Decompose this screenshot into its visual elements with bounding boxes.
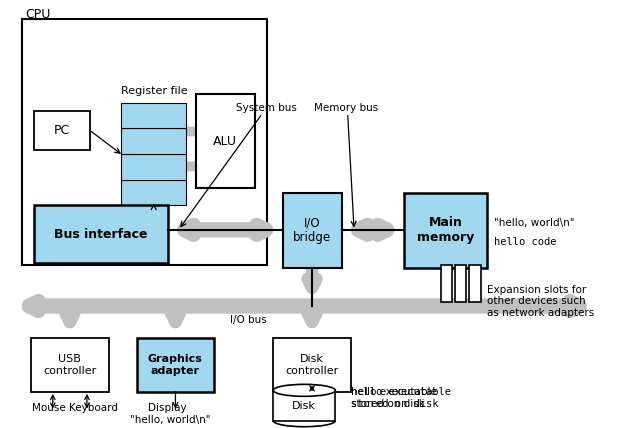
- Text: Main
memory: Main memory: [417, 216, 474, 244]
- Text: hello code: hello code: [494, 237, 556, 247]
- Text: Disk: Disk: [292, 401, 316, 410]
- Bar: [283, 193, 342, 268]
- Bar: [121, 154, 186, 180]
- Bar: [196, 94, 255, 188]
- Bar: [441, 265, 452, 302]
- Ellipse shape: [273, 384, 335, 396]
- Text: I/O
bridge: I/O bridge: [293, 216, 331, 244]
- Bar: [404, 193, 487, 268]
- Text: "hello, world\n": "hello, world\n": [494, 217, 574, 228]
- Text: Register file: Register file: [120, 86, 188, 96]
- Bar: [273, 390, 335, 421]
- Bar: [22, 19, 267, 265]
- Text: Graphics
adapter: Graphics adapter: [148, 354, 203, 376]
- Bar: [121, 103, 186, 128]
- Bar: [34, 205, 168, 263]
- Bar: [469, 265, 481, 302]
- Text: ALU: ALU: [213, 135, 237, 148]
- Bar: [31, 338, 109, 392]
- Bar: [455, 265, 466, 302]
- Bar: [273, 338, 351, 392]
- Text: Bus interface: Bus interface: [54, 228, 148, 241]
- Text: Memory bus: Memory bus: [314, 104, 378, 113]
- Text: Disk
controller: Disk controller: [286, 354, 338, 376]
- Text: "hello, world\n": "hello, world\n": [130, 415, 211, 425]
- Text: Mouse Keyboard: Mouse Keyboard: [32, 403, 118, 413]
- Text: hello executable
stored on disk: hello executable stored on disk: [351, 387, 451, 409]
- Bar: [121, 128, 186, 154]
- Text: PC: PC: [54, 124, 70, 137]
- Text: Expansion slots for
other devices such
as network adapters: Expansion slots for other devices such a…: [487, 285, 595, 318]
- Bar: [137, 338, 214, 392]
- Text: hello executable
stored on disk: hello executable stored on disk: [351, 387, 437, 409]
- Bar: [34, 111, 90, 150]
- Text: I/O bus: I/O bus: [230, 315, 266, 324]
- Text: Display: Display: [148, 403, 186, 413]
- Text: CPU: CPU: [25, 9, 50, 21]
- Bar: [121, 180, 186, 205]
- Text: USB
controller: USB controller: [43, 354, 96, 376]
- Text: System bus: System bus: [236, 104, 297, 113]
